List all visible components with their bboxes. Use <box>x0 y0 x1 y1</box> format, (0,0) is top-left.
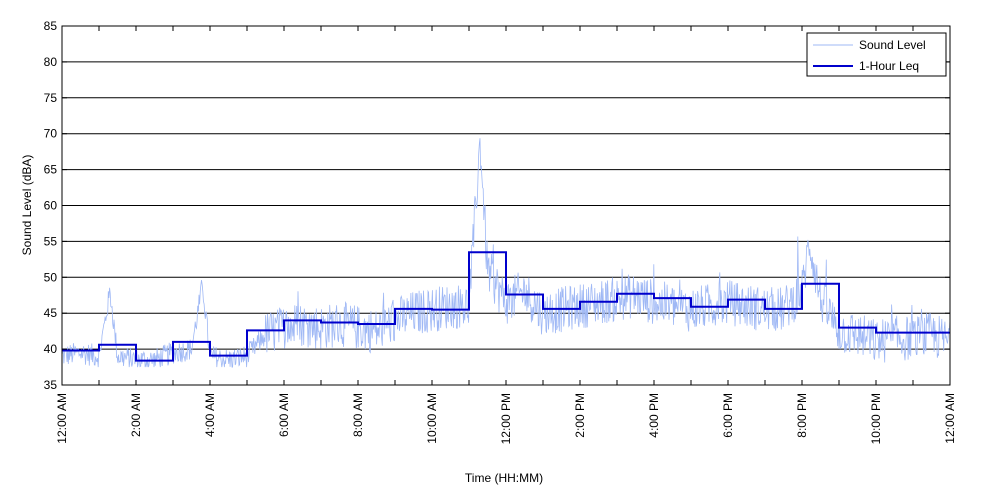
x-tick-label: 12:00 AM <box>55 393 69 444</box>
y-tick-label: 55 <box>44 234 58 248</box>
legend-label-sound-level: Sound Level <box>859 38 926 52</box>
legend-label-leq: 1-Hour Leq <box>859 59 919 73</box>
y-tick-label: 70 <box>44 127 58 141</box>
legend: Sound Level 1-Hour Leq <box>806 32 947 77</box>
legend-box <box>806 32 947 77</box>
y-tick-label: 35 <box>44 378 58 392</box>
y-tick-label: 75 <box>44 91 58 105</box>
y-tick-label: 85 <box>44 19 58 33</box>
y-tick-label: 45 <box>44 306 58 320</box>
x-tick-label: 8:00 AM <box>351 393 365 437</box>
y-tick-label: 60 <box>44 199 58 213</box>
x-tick-label: 4:00 AM <box>203 393 217 437</box>
y-axis-label: Sound Level (dBA) <box>20 155 34 256</box>
y-tick-label: 80 <box>44 55 58 69</box>
x-tick-label: 10:00 PM <box>869 393 883 444</box>
x-tick-label: 2:00 AM <box>129 393 143 437</box>
x-tick-label: 4:00 PM <box>647 393 661 438</box>
y-tick-label: 50 <box>44 270 58 284</box>
x-tick-label: 6:00 AM <box>277 393 291 437</box>
x-tick-label: 12:00 AM <box>943 393 957 444</box>
y-tick-label: 40 <box>44 342 58 356</box>
ticks: 35 40 45 50 55 60 65 70 75 80 85 12:00 AM 2:00 AM 4:0… <box>44 19 957 444</box>
x-tick-label: 6:00 PM <box>721 393 735 438</box>
series-layer <box>61 138 951 368</box>
x-tick-label: 2:00 PM <box>573 393 587 438</box>
series-1-hour-leq <box>62 251 950 362</box>
x-tick-label: 10:00 AM <box>425 393 439 444</box>
x-tick-label: 8:00 PM <box>795 393 809 438</box>
x-axis-label: Time (HH:MM) <box>465 471 543 485</box>
x-tick-label: 12:00 PM <box>499 393 513 444</box>
y-tick-label: 65 <box>44 163 58 177</box>
